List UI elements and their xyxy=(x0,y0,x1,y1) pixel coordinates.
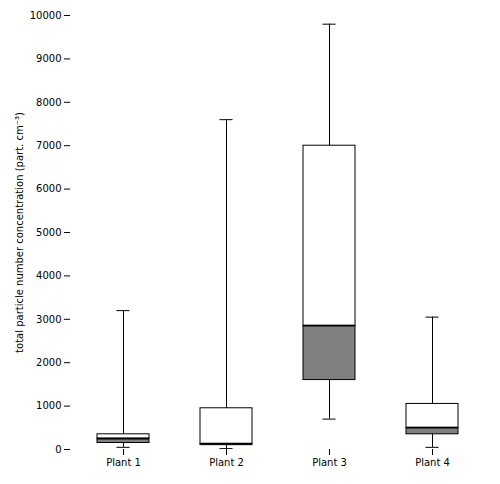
svg-text:10000: 10000 xyxy=(30,10,62,21)
svg-text:8000: 8000 xyxy=(36,97,61,108)
svg-text:1000: 1000 xyxy=(36,400,61,411)
svg-text:Plant 3: Plant 3 xyxy=(312,457,347,468)
svg-text:Plant 1: Plant 1 xyxy=(106,457,141,468)
svg-text:total particle number concentr: total particle number concentration (par… xyxy=(14,112,25,353)
svg-text:3000: 3000 xyxy=(36,314,61,325)
svg-text:9000: 9000 xyxy=(36,53,61,64)
svg-text:7000: 7000 xyxy=(36,140,61,151)
svg-text:4000: 4000 xyxy=(36,270,61,281)
svg-text:Plant 2: Plant 2 xyxy=(209,457,244,468)
svg-text:5000: 5000 xyxy=(36,227,61,238)
svg-text:Plant 4: Plant 4 xyxy=(415,457,450,468)
svg-text:6000: 6000 xyxy=(36,183,61,194)
svg-text:0: 0 xyxy=(55,444,61,455)
svg-text:2000: 2000 xyxy=(36,357,61,368)
